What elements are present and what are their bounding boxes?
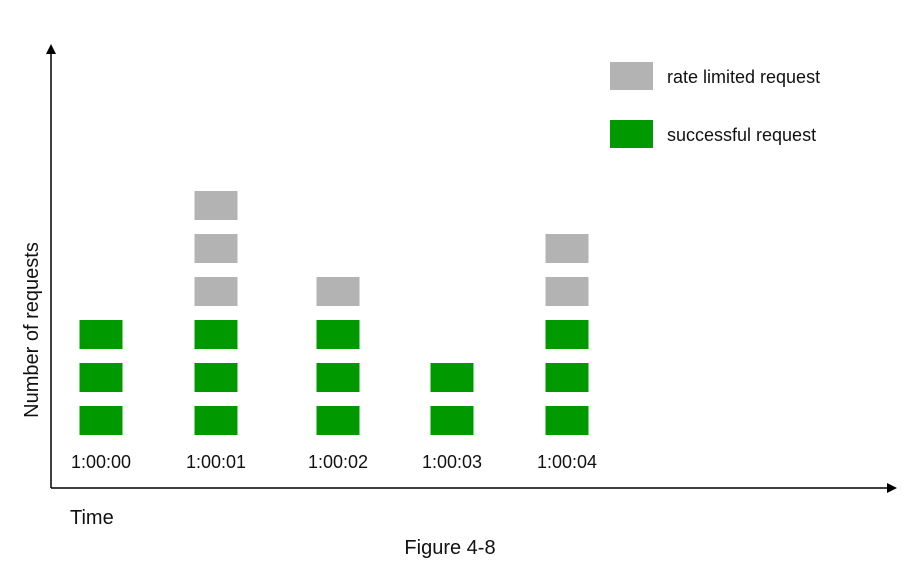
successful-request-block	[79, 320, 123, 349]
successful-request-block	[79, 406, 123, 435]
y-axis-label: Number of requests	[21, 242, 43, 418]
rate-limited-request-block	[316, 277, 360, 306]
x-tick-label: 1:00:04	[537, 452, 597, 472]
successful-request-block	[194, 406, 238, 435]
x-tick-label: 1:00:01	[186, 452, 246, 472]
rate-limited-request-block	[545, 277, 589, 306]
legend-label-rate-limited: rate limited request	[667, 67, 820, 87]
x-tick-labels: 1:00:00 1:00:01 1:00:02 1:00:03 1:00:04	[71, 452, 597, 472]
successful-request-block	[545, 320, 589, 349]
successful-request-block	[430, 363, 474, 392]
legend-swatch-rate-limited	[610, 62, 653, 90]
rate-limited-request-block	[545, 234, 589, 263]
rate-limited-request-block	[194, 191, 238, 220]
successful-request-block	[430, 406, 474, 435]
legend-item-rate-limited: rate limited request	[610, 62, 820, 90]
legend-swatch-successful	[610, 120, 653, 148]
successful-request-block	[545, 363, 589, 392]
successful-request-block	[79, 363, 123, 392]
x-tick-label: 1:00:00	[71, 452, 131, 472]
x-tick-label: 1:00:02	[308, 452, 368, 472]
figure-caption: Figure 4-8	[404, 537, 495, 559]
successful-request-block	[194, 363, 238, 392]
legend: rate limited request successful request	[610, 62, 820, 148]
successful-request-block	[316, 320, 360, 349]
successful-request-block	[194, 320, 238, 349]
x-axis-label: Time	[70, 507, 114, 529]
rate-limited-request-block	[194, 234, 238, 263]
legend-label-successful: successful request	[667, 125, 816, 145]
x-tick-label: 1:00:03	[422, 452, 482, 472]
legend-item-successful: successful request	[610, 120, 816, 148]
rate-limited-request-block	[194, 277, 238, 306]
successful-request-block	[316, 363, 360, 392]
successful-request-block	[316, 406, 360, 435]
request-blocks	[79, 191, 589, 435]
successful-request-block	[545, 406, 589, 435]
